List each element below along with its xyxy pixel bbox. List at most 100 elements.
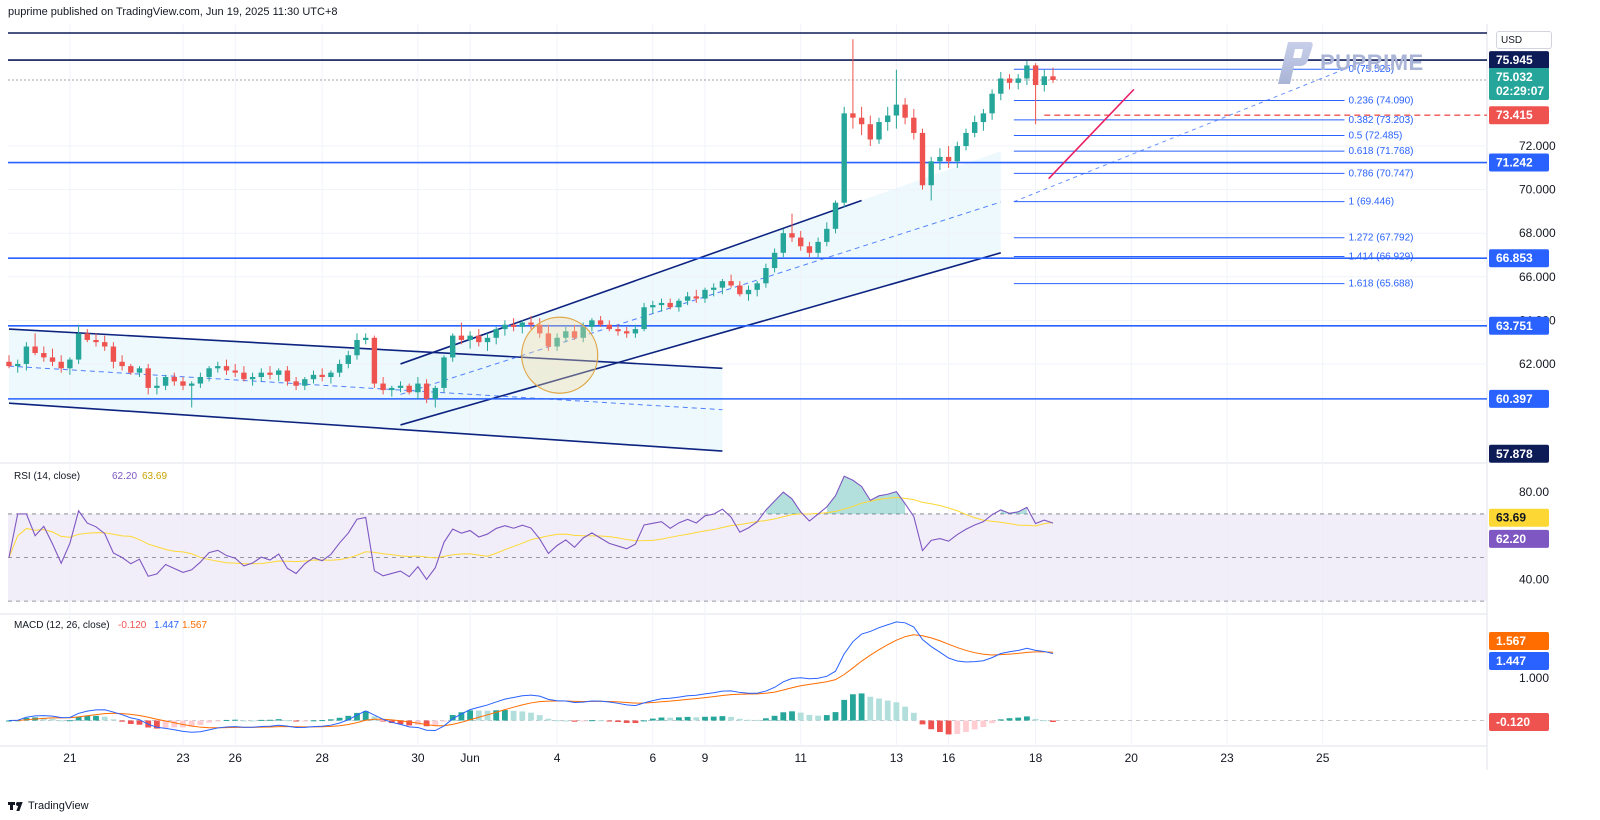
macd-histogram-bar [554, 720, 560, 722]
time-axis-label: Jun [460, 751, 479, 765]
macd-histogram-bar [989, 720, 995, 724]
candle-body [545, 333, 552, 347]
rsi-value: 62.20 [112, 471, 137, 482]
macd-histogram-bar [249, 720, 256, 722]
price-axis-label: 62.000 [1519, 357, 1556, 371]
macd-histogram-bar [180, 720, 186, 728]
candle-body [49, 357, 56, 362]
fibonacci-retracement[interactable]: 0 (75.525) 0.236 (74.090) 0.382 (73.203) 0.… [1013, 64, 1414, 290]
macd-histogram-bar [823, 715, 830, 721]
horizontal-levels[interactable] [8, 32, 1487, 400]
macd-histogram-bar [832, 712, 839, 721]
candle-body [119, 361, 125, 367]
candle-body [41, 353, 47, 358]
macd-histogram-bar [545, 718, 552, 721]
price-badge-60.397 [1489, 389, 1549, 408]
candle-body [1024, 65, 1030, 79]
candle-body [441, 357, 447, 388]
macd-histogram-bar [362, 711, 369, 721]
chart-canvas[interactable]: 0 (75.525) 0.236 (74.090) 0.382 (73.203) 0.… [0, 0, 1600, 800]
candle-body [676, 300, 682, 308]
rsi-title: RSI (14, close) [14, 471, 80, 482]
macd-histogram-bar [980, 720, 987, 727]
candle-body [258, 372, 264, 378]
candle-body [15, 363, 21, 367]
macd-histogram-bar [380, 720, 386, 722]
annotations[interactable] [521, 88, 1135, 394]
currency-label[interactable]: USD [1496, 31, 1552, 49]
price-badge-label: 60.397 [1496, 392, 1533, 406]
macd-histogram-bar [1024, 716, 1030, 721]
time-axis[interactable]: 21 23 26 28 30 Jun 4 6 9 11 13 16 18 20 23 25 [63, 751, 1329, 765]
candle-body [232, 370, 238, 373]
macd-histogram-bar [858, 693, 865, 721]
footer[interactable]: TradingView [8, 800, 89, 812]
macd-histogram-bar [632, 720, 639, 724]
macd-histogram-bar [502, 710, 508, 721]
candle-body [363, 337, 369, 340]
macd-histogram-bar [206, 720, 212, 723]
time-axis-label: 9 [702, 751, 709, 765]
candle-body [954, 146, 960, 162]
candle-body [615, 329, 621, 332]
candle-body [249, 377, 256, 380]
fib-label-1.618: 1.618 (65.688) [1348, 279, 1413, 290]
macd-histogram-bar [728, 716, 734, 721]
candle-body [197, 377, 204, 384]
macd-histogram-bar [1015, 717, 1022, 721]
candle-body [1006, 78, 1013, 83]
channel-drawings[interactable] [8, 199, 1002, 452]
candle-body [902, 104, 908, 118]
candle-body [1015, 78, 1021, 83]
rsi-badge-label: 63.69 [1496, 511, 1526, 525]
macd-badge [1489, 632, 1549, 650]
channel-fill-up [400, 151, 1001, 425]
candle-body [684, 296, 691, 301]
candle-body [23, 346, 30, 364]
candle-body [693, 296, 699, 299]
macd-histogram-bar [154, 720, 160, 729]
footer-brand: TradingView [28, 800, 89, 812]
candle-body [1050, 76, 1056, 81]
channel-upper-line [8, 328, 723, 370]
candle-body [537, 324, 543, 334]
candle-body [841, 113, 847, 203]
macd-histogram-bar [702, 716, 708, 721]
price-badge-71.242 [1489, 153, 1549, 172]
macd-histogram-bar [841, 699, 848, 721]
candle-body [963, 132, 969, 147]
time-axis-label: 23 [1220, 751, 1234, 765]
macd-histogram-bar [75, 716, 82, 721]
macd-histogram-bar [519, 711, 526, 721]
macd-histogram-bar [667, 717, 674, 721]
macd-axis-label: 1.000 [1519, 671, 1549, 685]
candle-body [354, 339, 360, 356]
time-axis-label: 25 [1316, 751, 1330, 765]
macd-histogram-bar [806, 714, 813, 721]
candle-body [711, 287, 717, 290]
candle-body [563, 331, 569, 338]
macd-histogram-bar [562, 720, 569, 722]
candle-body [754, 283, 760, 290]
macd-histogram-bar [580, 720, 587, 722]
candle-body [702, 289, 708, 299]
candle-body [911, 117, 917, 133]
rsi-ma-value: 63.69 [142, 471, 167, 482]
price-axis-label: 68.000 [1519, 226, 1556, 240]
price-badge-label: 73.415 [1496, 108, 1533, 122]
candle-body [432, 387, 438, 399]
candle-body [571, 331, 578, 338]
candle-body [528, 322, 534, 325]
macd-histogram-bar [684, 716, 691, 721]
macd-histogram-bar [693, 717, 700, 721]
macd-histogram-bar [188, 720, 195, 727]
macd-histogram-bar [6, 720, 12, 722]
macd-histogram-bar [928, 720, 935, 730]
candle-body [928, 161, 934, 186]
time-axis-label: 21 [63, 751, 77, 765]
candle-body [554, 337, 560, 347]
rsi-pane[interactable]: 80.00 40.00 RSI (14, close) 62.20 63.69 63.69… [8, 471, 1549, 602]
candle-body [32, 346, 38, 354]
macd-histogram-bar [284, 720, 291, 722]
